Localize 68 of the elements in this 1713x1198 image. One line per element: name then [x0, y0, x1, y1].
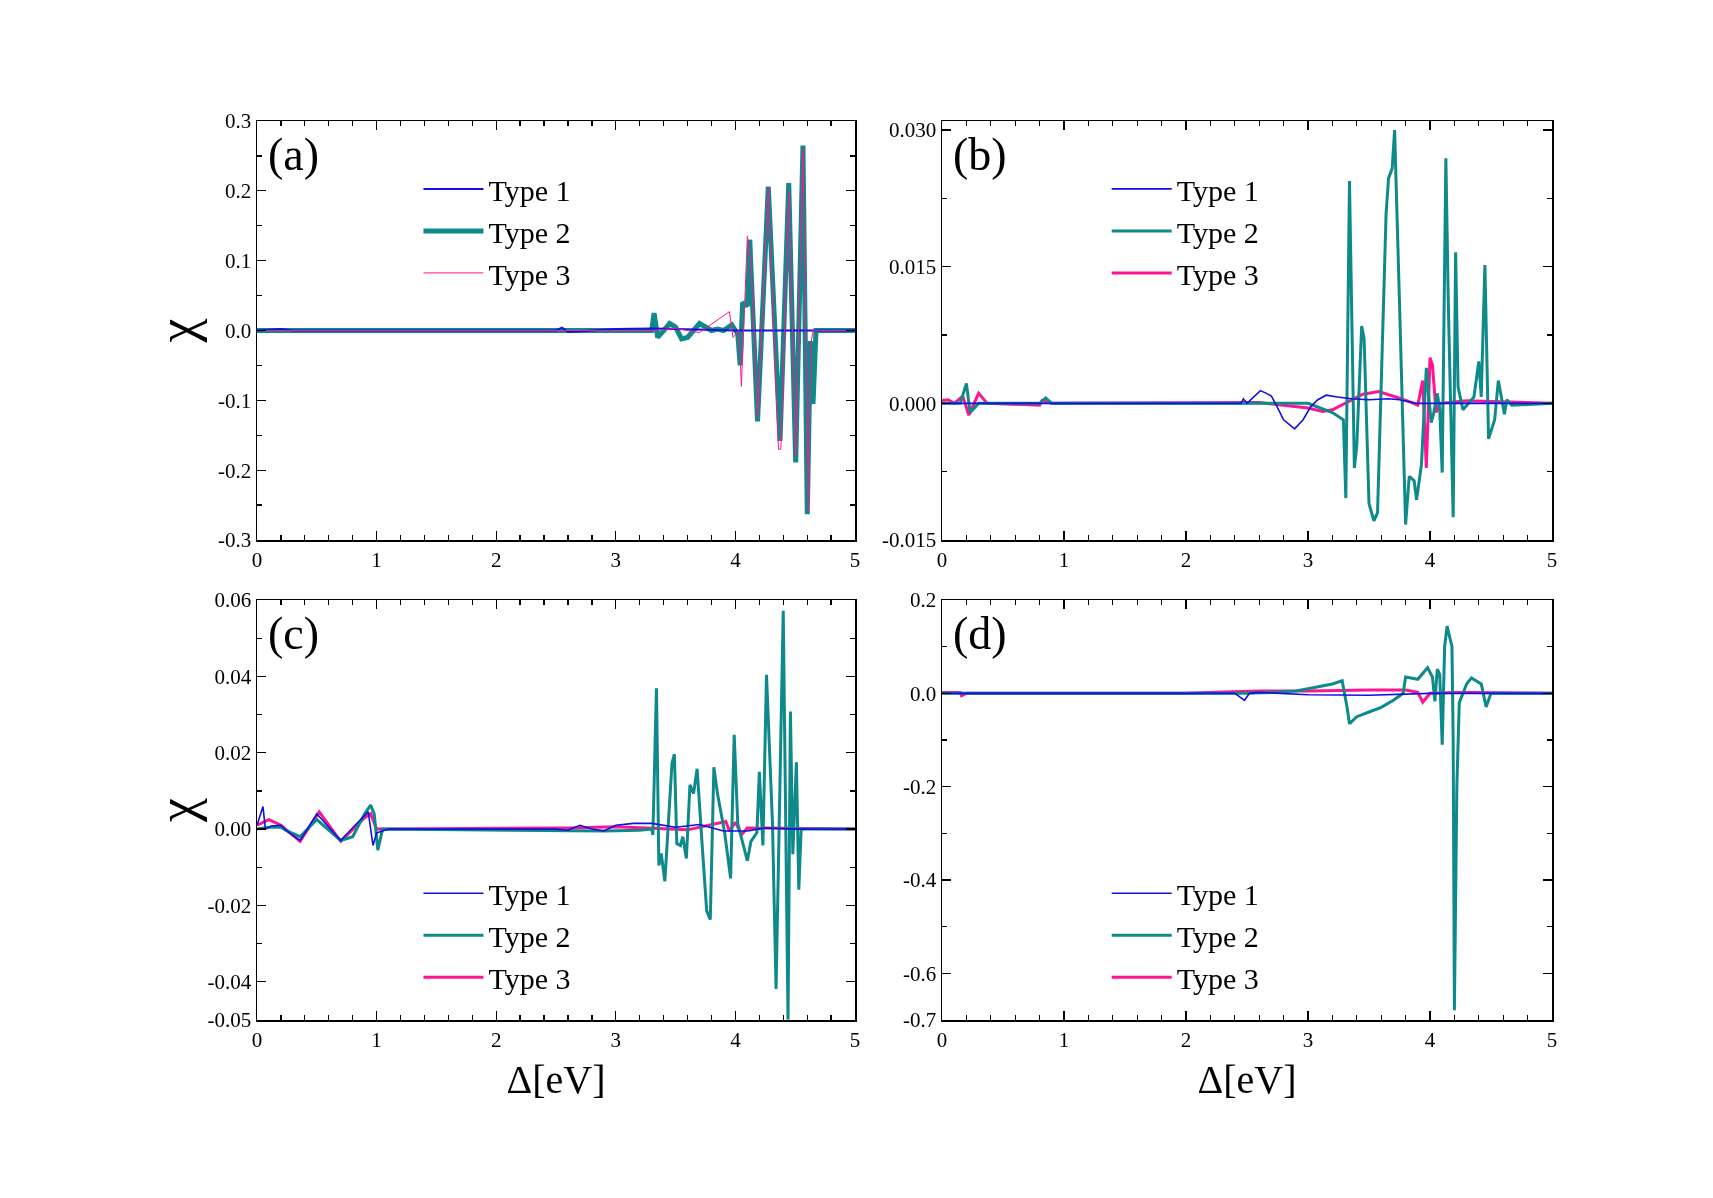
- x-tick-label: 3: [1302, 547, 1314, 572]
- y-tick-label: 0.2: [225, 179, 252, 204]
- y-tick-label: 0.0: [225, 318, 252, 343]
- x-tick-label: 0: [251, 1027, 263, 1052]
- x-tick-label: 4: [1424, 1027, 1436, 1052]
- legend-label: Type 3: [1176, 961, 1259, 995]
- x-tick-label: 1: [371, 547, 382, 572]
- legend-label: Type 1: [1176, 173, 1259, 207]
- y-tick-label: -0.1: [218, 388, 252, 413]
- x-tick-label: 1: [1058, 547, 1070, 572]
- legend-label: Type 3: [488, 257, 571, 291]
- y-tick-label: -0.2: [218, 458, 252, 483]
- y-tick-label: -0.2: [903, 775, 937, 800]
- x-tick-label: 4: [1424, 547, 1436, 572]
- x-axis-title: Δ[eV]: [1197, 1056, 1297, 1102]
- y-tick-label: 0.04: [214, 664, 252, 689]
- x-tick-label: 3: [610, 1027, 622, 1052]
- x-axis-title: Δ[eV]: [506, 1056, 606, 1102]
- legend-label: Type 1: [1176, 877, 1259, 911]
- y-tick-label: 0.015: [889, 255, 937, 280]
- x-tick-label: 3: [610, 547, 622, 572]
- x-tick-label: 0: [936, 1027, 948, 1052]
- x-tick-label: 0: [251, 547, 263, 572]
- y-tick-label: -0.015: [882, 528, 937, 553]
- y-tick-label: 0.0: [910, 681, 937, 706]
- legend-label: Type 3: [488, 961, 571, 995]
- y-tick-label: -0.4: [903, 868, 937, 893]
- x-tick-label: 4: [730, 1027, 742, 1052]
- x-tick-label: 5: [849, 1027, 861, 1052]
- x-tick-label: 5: [1546, 547, 1558, 572]
- y-tick-label: -0.7: [903, 1008, 937, 1033]
- x-tick-label: 1: [371, 1027, 382, 1052]
- chart-title: (a): [268, 129, 320, 180]
- legend-label: Type 3: [1176, 257, 1259, 291]
- x-tick-label: 2: [1180, 547, 1192, 572]
- x-tick-label: 2: [490, 547, 502, 572]
- x-tick-label: 3: [1302, 1027, 1314, 1052]
- y-tick-label: 0.3: [225, 109, 252, 134]
- y-tick-label: -0.04: [207, 970, 252, 995]
- y-tick-label: 0.2: [910, 588, 937, 613]
- y-tick-label: -0.05: [207, 1008, 252, 1033]
- y-tick-label: 0.1: [225, 249, 252, 274]
- legend-label: Type 1: [488, 173, 571, 207]
- legend-label: Type 2: [1176, 919, 1259, 953]
- y-tick-label: 0.000: [889, 391, 937, 416]
- legend-label: Type 2: [488, 919, 571, 953]
- y-tick-label: 0.030: [889, 118, 937, 143]
- y-tick-label: 0.02: [214, 741, 252, 766]
- chart-title: (d): [953, 608, 1007, 659]
- x-tick-label: 1: [1058, 1027, 1070, 1052]
- chart-title: (b): [953, 129, 1007, 180]
- y-tick-label: -0.6: [903, 961, 937, 986]
- legend-label: Type 2: [488, 215, 571, 249]
- y-tick-label: 0.06: [214, 588, 252, 613]
- legend-label: Type 2: [1176, 215, 1259, 249]
- legend-label: Type 1: [488, 877, 571, 911]
- x-tick-label: 2: [1180, 1027, 1192, 1052]
- x-tick-label: 5: [1546, 1027, 1558, 1052]
- x-tick-label: 2: [490, 1027, 502, 1052]
- y-tick-label: 0.00: [214, 817, 252, 842]
- x-tick-label: 5: [849, 547, 861, 572]
- chart-title: (c): [268, 608, 320, 659]
- x-tick-label: 0: [936, 547, 948, 572]
- x-tick-label: 4: [730, 547, 742, 572]
- y-axis-title: χ: [147, 318, 207, 344]
- y-tick-label: -0.3: [218, 528, 252, 553]
- y-axis-title: χ: [147, 797, 207, 823]
- y-tick-label: -0.02: [207, 893, 252, 918]
